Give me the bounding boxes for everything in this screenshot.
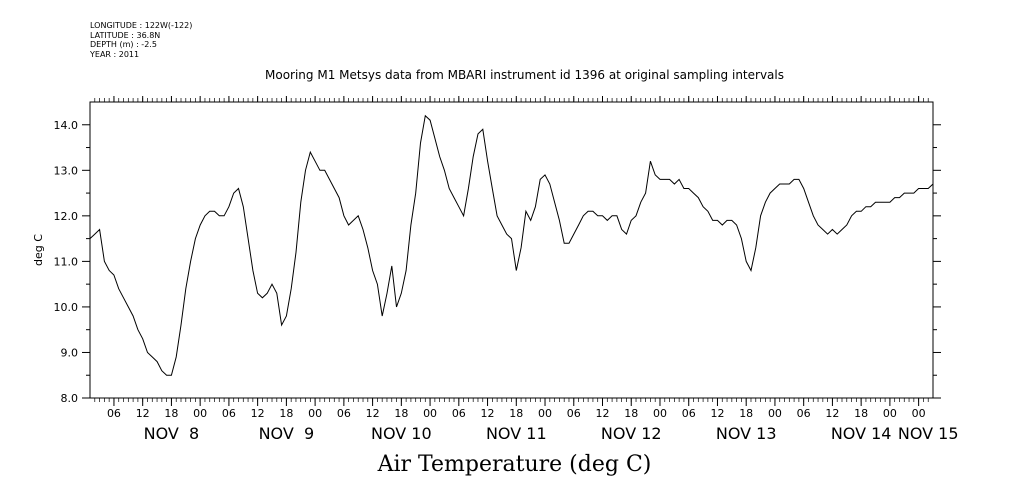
hour-tick-label: 12: [366, 407, 380, 420]
day-label: NOV 13: [716, 424, 777, 443]
y-tick-label: 10.0: [54, 301, 79, 314]
y-tick-label: 9.0: [61, 346, 79, 359]
y-tick-label: 12.0: [54, 210, 79, 223]
hour-tick-label: 06: [452, 407, 466, 420]
day-label: NOV 10: [371, 424, 432, 443]
hour-tick-label: 00: [538, 407, 552, 420]
metadata-block: LONGITUDE : 122W(-122) LATITUDE : 36.8N …: [90, 21, 192, 59]
hour-tick-label: 06: [222, 407, 236, 420]
hour-tick-label: 12: [251, 407, 265, 420]
hour-tick-label: 18: [624, 407, 638, 420]
hour-tick-label: 12: [481, 407, 495, 420]
hour-tick-label: 00: [883, 407, 897, 420]
hour-tick-label: 18: [394, 407, 408, 420]
day-label: NOV 11: [486, 424, 547, 443]
x-axis-title: Air Temperature (deg C): [377, 452, 652, 477]
latitude-text: LATITUDE : 36.8N: [90, 30, 161, 40]
hour-tick-label: 18: [509, 407, 523, 420]
hour-tick-label: 18: [279, 407, 293, 420]
air-temperature-line: [89, 114, 934, 376]
hour-tick-label: 18: [854, 407, 868, 420]
year-text: YEAR : 2011: [90, 49, 140, 59]
y-tick-label: 13.0: [54, 164, 79, 177]
y-axis-title: deg C: [32, 234, 45, 266]
hour-tick-label: 06: [682, 407, 696, 420]
hour-tick-label: 12: [136, 407, 150, 420]
hour-tick-label: 12: [825, 407, 839, 420]
hour-tick-label: 12: [710, 407, 724, 420]
hour-tick-label: 18: [739, 407, 753, 420]
longitude-text: LONGITUDE : 122W(-122): [90, 21, 193, 30]
hour-tick-label: 00: [768, 407, 782, 420]
y-tick-label: 14.0: [54, 119, 79, 132]
hour-tick-label: 06: [567, 407, 581, 420]
hour-tick-label: 00: [308, 407, 322, 420]
plot-frame: [89, 101, 934, 399]
day-label: NOV 14: [831, 424, 892, 443]
hour-tick-label: 12: [596, 407, 610, 420]
y-tick-label: 11.0: [54, 255, 79, 268]
day-label: NOV 12: [601, 424, 662, 443]
hour-tick-label: 00: [912, 407, 926, 420]
hour-tick-label: 06: [107, 407, 121, 420]
hour-tick-label: 00: [653, 407, 667, 420]
chart-title: Mooring M1 Metsys data from MBARI instru…: [265, 68, 784, 82]
day-label: NOV 15: [898, 424, 959, 443]
hour-tick-label: 06: [337, 407, 351, 420]
depth-text: DEPTH (m) : -2.5: [90, 40, 157, 49]
hour-tick-label: 18: [164, 407, 178, 420]
hour-tick-label: 00: [423, 407, 437, 420]
hour-tick-label: 00: [193, 407, 207, 420]
y-tick-label: 8.0: [61, 392, 79, 405]
hour-tick-label: 06: [797, 407, 811, 420]
day-label: NOV 9: [259, 424, 315, 443]
day-label: NOV 8: [144, 424, 200, 443]
